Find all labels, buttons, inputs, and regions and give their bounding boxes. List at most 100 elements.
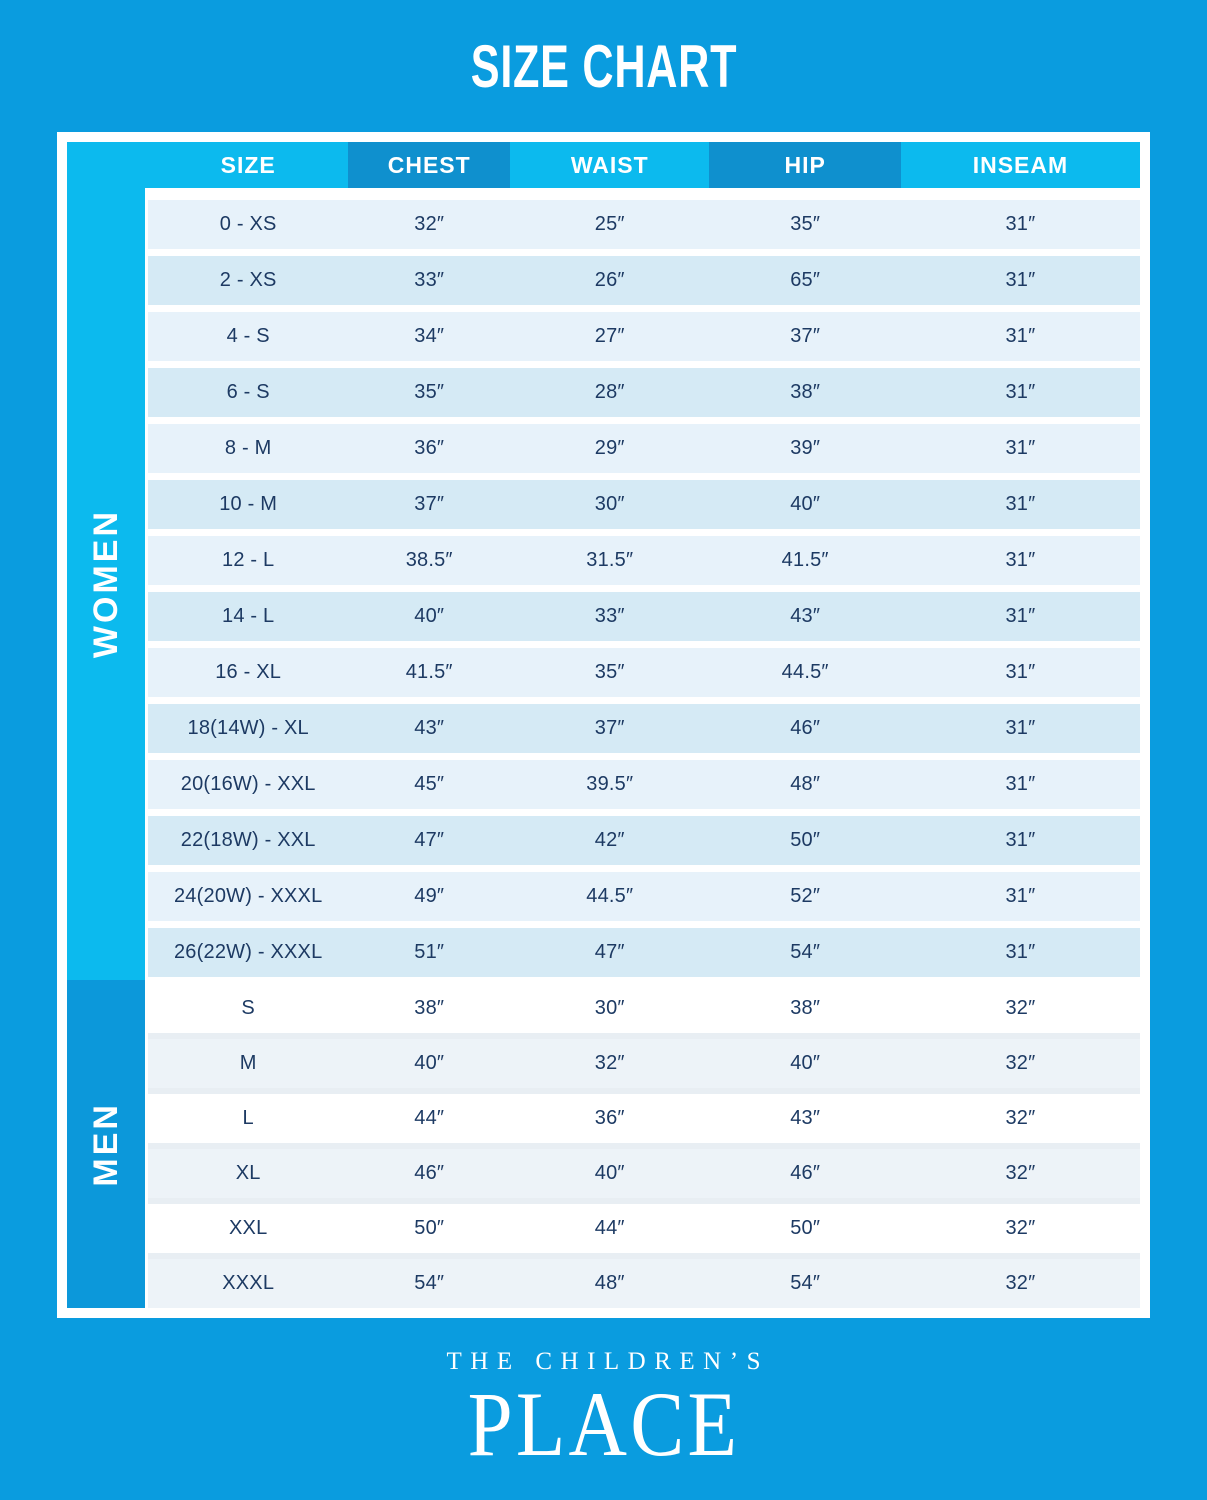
header-cell-inseam: INSEAM (900, 142, 1140, 188)
table-cell: 35″ (414, 381, 445, 403)
table-cell: 46″ (790, 717, 821, 739)
header-cell-hip: HIP (709, 142, 901, 188)
table-row: 26(22W) - XXXL 51″ 47″ 54″ 31″ (148, 928, 1140, 977)
table-cell: 39.5″ (586, 773, 634, 795)
table-row: 18(14W) - XL 43″ 37″ 46″ 31″ (148, 704, 1140, 753)
table-cell: 6 - S (226, 381, 270, 403)
table-cell: 31.5″ (586, 549, 634, 571)
table-cell: M (239, 1052, 257, 1074)
table-cell: XXL (228, 1217, 268, 1239)
table-cell: 2 - XS (219, 269, 277, 291)
men-section-band: MEN (67, 980, 145, 1308)
table-cell: 22(18W) - XXL (180, 829, 316, 851)
table-cell: 52″ (790, 885, 821, 907)
table-cell: 32″ (1005, 1217, 1036, 1239)
table-row: 10 - M 37″ 30″ 40″ 31″ (148, 480, 1140, 529)
table-cell: 40″ (790, 493, 821, 515)
brand-name-top: THE CHILDREN’S (446, 1348, 769, 1375)
table-cell: 18(14W) - XL (187, 717, 309, 739)
men-section-label: MEN (86, 1101, 125, 1187)
table-cell: 31″ (1005, 493, 1036, 515)
table-header-row: SIZE CHEST WAIST HIP INSEAM (67, 142, 1140, 188)
table-cell: 31″ (1005, 381, 1036, 403)
table-cell: 8 - M (224, 437, 272, 459)
table-row: 6 - S 35″ 28″ 38″ 31″ (148, 368, 1140, 417)
table-cell: 14 - L (222, 605, 275, 627)
table-cell: 31″ (1005, 885, 1036, 907)
table-cell: 47″ (594, 941, 625, 963)
table-cell: 44.5″ (781, 661, 829, 683)
table-cell: 26(22W) - XXXL (173, 941, 323, 963)
table-cell: 40″ (414, 605, 445, 627)
table-cell: 31″ (1005, 549, 1036, 571)
table-cell: 36″ (594, 1107, 625, 1129)
table-cell: 65″ (790, 269, 821, 291)
women-section-label: WOMEN (86, 509, 125, 659)
table-row: 24(20W) - XXXL 49″ 44.5″ 52″ 31″ (148, 872, 1140, 921)
table-cell: 37″ (790, 325, 821, 347)
page-title: SIZE CHART (470, 32, 737, 100)
table-cell: 41.5″ (405, 661, 453, 683)
table-cell: 25″ (594, 213, 625, 235)
table-cell: 47″ (414, 829, 445, 851)
size-table-frame: SIZE CHEST WAIST HIP INSEAM WOMEN MEN 0 … (57, 132, 1150, 1318)
table-cell: 38″ (414, 997, 445, 1019)
women-rows: 0 - XS 32″ 25″ 35″ 31″ 2 - XS 33″ 26″ 65″ 31″ 4 - … (148, 200, 1140, 977)
table-cell: S (241, 997, 255, 1019)
table-cell: 38.5″ (405, 549, 453, 571)
table-cell: 31″ (1005, 717, 1036, 739)
header-corner-spacer (67, 142, 148, 188)
table-cell: 31″ (1005, 661, 1036, 683)
table-row: 2 - XS 33″ 26″ 65″ 31″ (148, 256, 1140, 305)
table-cell: XL (235, 1162, 261, 1184)
section-sidebar: WOMEN MEN (67, 188, 145, 1308)
table-cell: 28″ (594, 381, 625, 403)
table-cell: 41.5″ (781, 549, 829, 571)
table-cell: 34″ (414, 325, 445, 347)
table-cell: 54″ (414, 1272, 445, 1294)
table-row: L 44″ 36″ 43″ 32″ (148, 1094, 1140, 1143)
table-row: 0 - XS 32″ 25″ 35″ 31″ (148, 200, 1140, 249)
table-cell: 30″ (594, 493, 625, 515)
table-cell: 50″ (414, 1217, 445, 1239)
table-cell: 31″ (1005, 437, 1036, 459)
table-cell: 49″ (414, 885, 445, 907)
table-cell: 37″ (414, 493, 445, 515)
table-cell: 39″ (790, 437, 821, 459)
table-row: 14 - L 40″ 33″ 43″ 31″ (148, 592, 1140, 641)
table-cell: 44.5″ (586, 885, 634, 907)
table-cell: 32″ (414, 213, 445, 235)
header-cells: SIZE CHEST WAIST HIP INSEAM (148, 142, 1140, 188)
header-cell-size: SIZE (148, 142, 349, 188)
table-row: XL 46″ 40″ 46″ 32″ (148, 1149, 1140, 1198)
brand-name-main: PLACE (467, 1373, 740, 1475)
table-cell: 35″ (790, 213, 821, 235)
table-cell: 26″ (594, 269, 625, 291)
table-cell: 32″ (594, 1052, 625, 1074)
table-cell: 43″ (790, 1107, 821, 1129)
table-cell: 10 - M (219, 493, 278, 515)
table-cell: 48″ (594, 1272, 625, 1294)
table-row: 4 - S 34″ 27″ 37″ 31″ (148, 312, 1140, 361)
table-cell: 51″ (414, 941, 445, 963)
table-cell: L (242, 1107, 254, 1129)
table-cell: 20(16W) - XXL (180, 773, 316, 795)
table-row: M 40″ 32″ 40″ 32″ (148, 1039, 1140, 1088)
table-cell: 31″ (1005, 829, 1036, 851)
table-cell: 32″ (1005, 1162, 1036, 1184)
table-cell: 31″ (1005, 941, 1036, 963)
table-cell: 35″ (594, 661, 625, 683)
table-cell: 54″ (790, 941, 821, 963)
table-cell: 50″ (790, 1217, 821, 1239)
table-cell: 33″ (414, 269, 445, 291)
table-cell: 31″ (1005, 325, 1036, 347)
table-cell: 4 - S (226, 325, 270, 347)
table-cell: 54″ (790, 1272, 821, 1294)
table-cell: 37″ (594, 717, 625, 739)
table-cell: 30″ (594, 997, 625, 1019)
table-cell: XXXL (222, 1272, 275, 1294)
table-cell: 38″ (790, 381, 821, 403)
table-cell: 44″ (594, 1217, 625, 1239)
table-cell: 33″ (594, 605, 625, 627)
